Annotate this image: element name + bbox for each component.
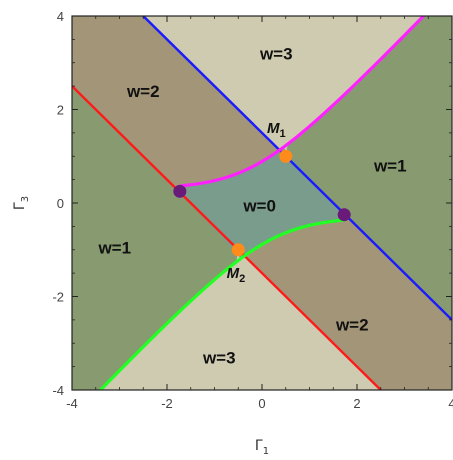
x-tick-label: -4 bbox=[66, 396, 78, 411]
purple-critical-point bbox=[337, 208, 351, 222]
x-axis-label: Γ1 bbox=[255, 438, 269, 457]
green-curve bbox=[98, 218, 345, 390]
blue-phase-line bbox=[142, 16, 452, 321]
y-tick-label: -4 bbox=[52, 383, 64, 398]
lines-layer bbox=[72, 16, 452, 390]
orange-critical-point bbox=[279, 149, 293, 163]
y-axis-label: Γ3 bbox=[12, 196, 31, 210]
region-label: w=1 bbox=[97, 238, 131, 257]
y-tick-label: -2 bbox=[52, 290, 64, 305]
point-label-m2: M2 bbox=[227, 265, 246, 285]
region-labels-layer: w=3 w=2 w=1 w=0 w=1 w=3 w=2 bbox=[97, 44, 406, 367]
point-label-m1: M1 bbox=[267, 120, 286, 140]
region-w2-lower-fill bbox=[238, 214, 452, 390]
region-label: w=2 bbox=[126, 82, 160, 101]
region-label: w=2 bbox=[335, 316, 369, 335]
y-tick-label: 4 bbox=[57, 9, 64, 24]
region-label: w=0 bbox=[242, 196, 276, 215]
region-label: w=3 bbox=[202, 348, 236, 367]
region-label: w=3 bbox=[259, 44, 293, 63]
x-tick-label: 0 bbox=[258, 396, 265, 411]
region-w0-fill bbox=[179, 147, 345, 259]
purple-critical-point bbox=[173, 184, 187, 198]
x-tick-label: -2 bbox=[161, 396, 173, 411]
orange-critical-point bbox=[231, 243, 245, 257]
y-tick-label: 0 bbox=[57, 196, 64, 211]
regions-layer bbox=[72, 16, 452, 390]
x-tick-label: 2 bbox=[353, 396, 360, 411]
region-w3-lower-fill bbox=[100, 249, 381, 390]
x-tick-label: 4 bbox=[448, 396, 453, 411]
red-phase-line bbox=[72, 85, 382, 390]
region-w3-upper-fill bbox=[143, 16, 424, 157]
magenta-curve bbox=[179, 16, 426, 188]
y-tick-label: 2 bbox=[57, 103, 64, 118]
region-w2-upper-fill bbox=[72, 16, 286, 192]
points-layer: M1 M2 bbox=[173, 120, 351, 285]
region-label: w=1 bbox=[373, 157, 407, 176]
ticks-layer: -4 -2 0 2 4 -4 -2 0 2 4 bbox=[52, 9, 453, 411]
